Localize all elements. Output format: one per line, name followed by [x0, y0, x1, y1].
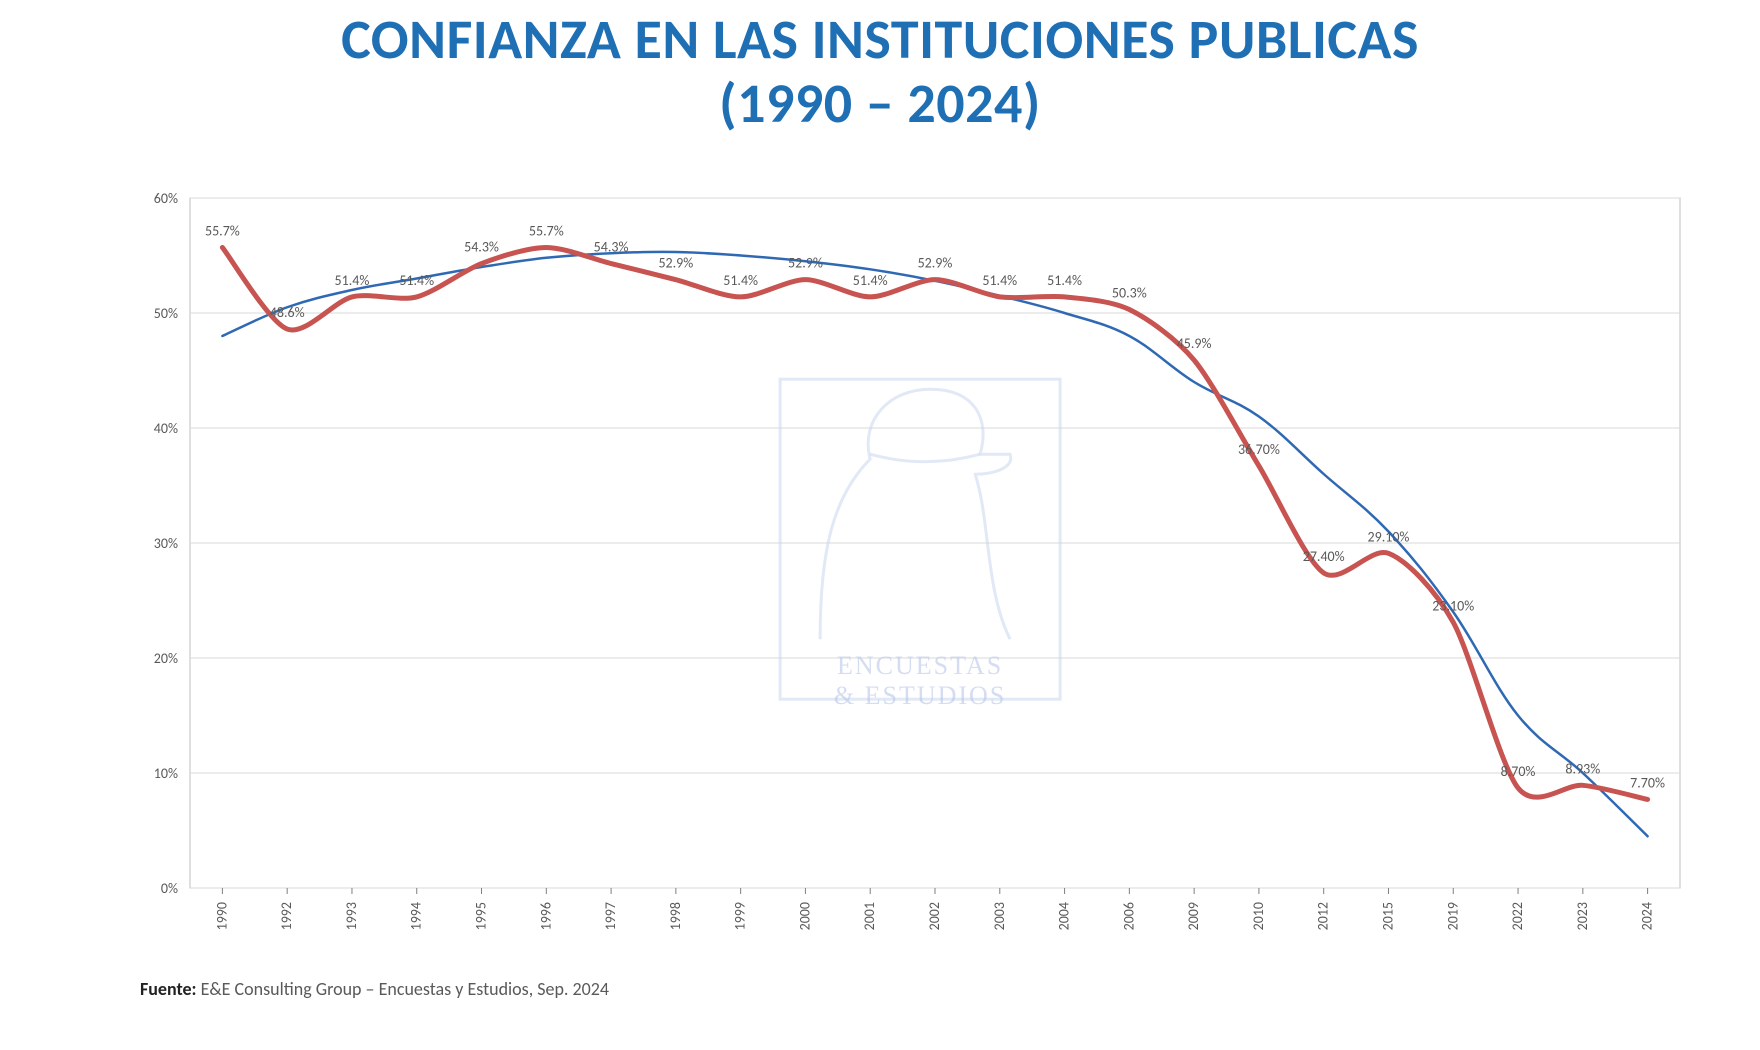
- x-tick-label: 1998: [667, 902, 684, 930]
- x-tick-label: 2015: [1379, 902, 1396, 930]
- data-label: 51.4%: [723, 272, 758, 289]
- data-label: 36.70%: [1238, 441, 1280, 458]
- svg-text:50%: 50%: [154, 305, 178, 322]
- chart-title: CONFIANZA EN LAS INSTITUCIONES PUBLICAS …: [0, 8, 1760, 137]
- data-label: 51.4%: [982, 272, 1017, 289]
- x-tick-label: 2012: [1315, 902, 1332, 930]
- data-label: 29.10%: [1368, 528, 1410, 545]
- x-tick-label: 2022: [1509, 902, 1526, 930]
- data-label: 51.4%: [399, 272, 434, 289]
- x-tick-label: 2009: [1185, 902, 1202, 930]
- data-label: 45.9%: [1177, 335, 1212, 352]
- x-tick-label: 1992: [278, 902, 295, 930]
- chart-container: 0% 10% 20% 30% 40% 50% 60% 1990 1992 1993 1994 1995…: [130, 188, 1710, 968]
- data-label: 23.10%: [1432, 597, 1474, 614]
- svg-text:30%: 30%: [154, 535, 178, 552]
- x-tick-label: 2019: [1444, 902, 1461, 930]
- x-tick-label: 1996: [537, 902, 554, 930]
- x-tick-label: 2003: [991, 902, 1008, 930]
- data-label: 50.3%: [1112, 285, 1147, 302]
- x-tick-label: 1999: [732, 902, 749, 930]
- x-tick-label: 1993: [343, 902, 360, 930]
- data-label: 48.6%: [270, 304, 305, 321]
- data-label: 55.7%: [205, 222, 240, 239]
- x-tick-label: 2010: [1250, 902, 1267, 930]
- data-label: 51.4%: [853, 272, 888, 289]
- data-label: 55.7%: [529, 222, 564, 239]
- watermark-line1: ENCUESTAS: [837, 651, 1003, 680]
- svg-text:10%: 10%: [154, 765, 178, 782]
- data-label: 7.70%: [1630, 774, 1665, 791]
- x-tick-label: 2001: [861, 902, 878, 930]
- x-tick-label: 2024: [1639, 902, 1656, 930]
- data-label: 54.3%: [594, 239, 629, 256]
- data-label: 8.70%: [1501, 763, 1536, 780]
- x-tick-label: 2002: [926, 902, 943, 930]
- data-label: 27.40%: [1303, 548, 1345, 565]
- svg-text:60%: 60%: [154, 190, 178, 207]
- data-label: 52.9%: [658, 255, 693, 272]
- x-tick-label: 1997: [602, 902, 619, 930]
- data-label: 54.3%: [464, 239, 499, 256]
- x-tick-label: 2006: [1120, 902, 1137, 930]
- watermark-line2: & ESTUDIOS: [834, 681, 1006, 710]
- title-line2: (1990 – 2024): [719, 70, 1041, 138]
- x-tick-label: 2023: [1574, 902, 1591, 930]
- x-tick-label: 1994: [408, 902, 425, 930]
- source-text: E&E Consulting Group – Encuestas y Estud…: [201, 978, 609, 1000]
- x-tick-label: 1995: [473, 902, 490, 930]
- data-label: 52.9%: [918, 255, 953, 272]
- data-label: 52.9%: [788, 255, 823, 272]
- x-tick-label: 2004: [1056, 902, 1073, 930]
- source-label: Fuente:: [140, 978, 197, 1000]
- svg-text:40%: 40%: [154, 420, 178, 437]
- x-tick-label: 1990: [213, 902, 230, 930]
- x-tick-label: 2000: [796, 902, 813, 930]
- source-line: Fuente: E&E Consulting Group – Encuestas…: [140, 978, 609, 1000]
- title-line1: CONFIANZA EN LAS INSTITUCIONES PUBLICAS: [341, 6, 1419, 74]
- data-label: 8.93%: [1565, 760, 1600, 777]
- svg-text:20%: 20%: [154, 650, 178, 667]
- svg-text:0%: 0%: [161, 880, 178, 897]
- data-label: 51.4%: [335, 272, 370, 289]
- data-label: 51.4%: [1047, 272, 1082, 289]
- line-chart: 0% 10% 20% 30% 40% 50% 60% 1990 1992 1993 1994 1995…: [130, 188, 1710, 968]
